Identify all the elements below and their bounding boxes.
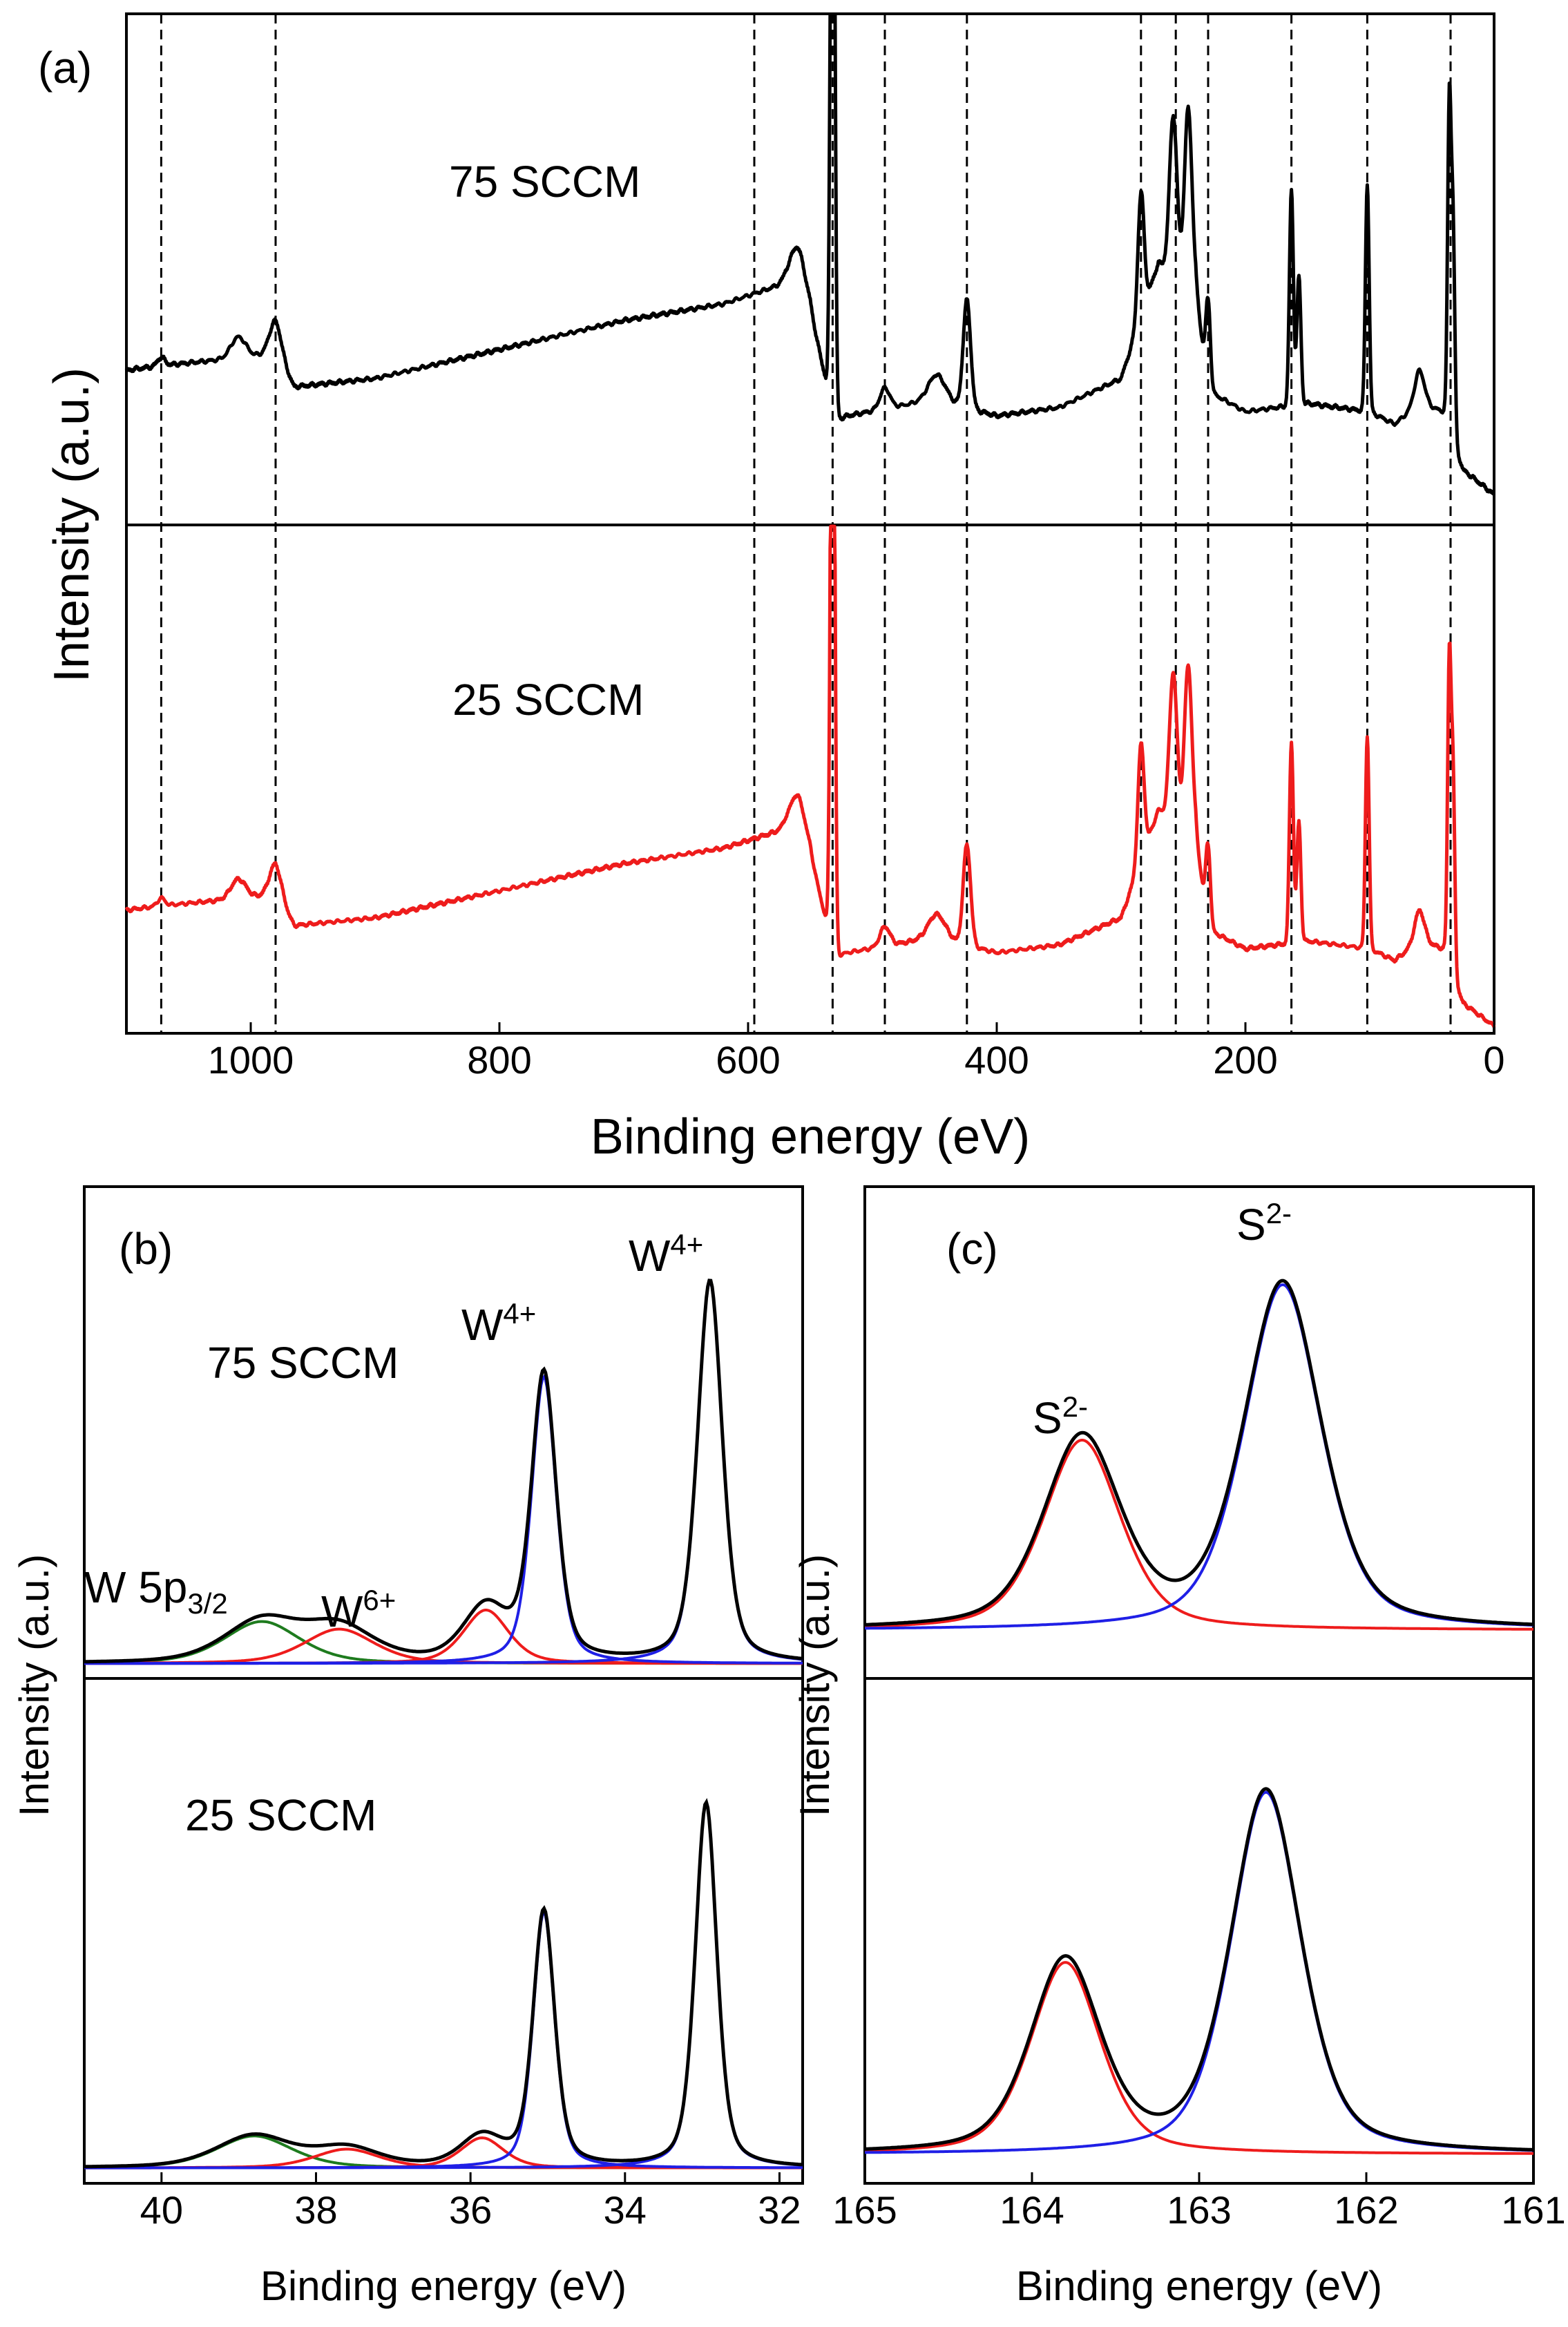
panel-c-component-1-1 [865,1790,1534,2154]
panel-c-component-0-0 [864,1439,1533,1631]
panel-b-component-1-2 [84,2136,803,2170]
panel-a-series1-label: 75 SCCM [449,157,640,207]
panel-b-tick-label: 38 [294,2188,337,2232]
annotation-w4plus-33-sup: 4+ [670,1228,703,1261]
panel-b-fit-curves [84,1279,803,2170]
panel-b: 40 38 36 34 32 (b) 75 SCCM 25 SCCM W4+ W4+ W… [11,1185,804,2309]
panel-a-tick-label: 1000 [208,1038,294,1082]
panel-a-label: (a) [38,43,92,93]
annotation-w4plus-35-base: W [461,1300,504,1350]
panel-b-tick-label: 32 [758,2188,801,2232]
annotation-w4plus-33-base: W [629,1231,671,1281]
panel-b-tick-label: 40 [140,2188,183,2232]
panel-b-x-axis-title: Binding energy (eV) [260,2263,627,2309]
annotation-w4plus-33: W4+ [629,1228,703,1281]
panel-c: 165 164 163 162 161 (c) S2- S2- Intensity (a… [792,1185,1566,2309]
panel-b-bottom-label: 25 SCCM [185,1790,376,1840]
panel-b-component-0-0 [84,1620,803,1665]
panel-a-y-axis-title: Intensity (a.u.) [44,367,99,682]
annotation-w4plus-35-sup: 4+ [503,1297,536,1330]
annotation-s2minus-red-sup: 2- [1062,1390,1088,1423]
panel-b-component-1-0 [84,2134,803,2170]
annotation-s2minus-red-base: S [1033,1393,1062,1443]
panel-c-tick-label: 163 [1167,2188,1231,2232]
panel-b-envelope-0 [84,1279,803,1664]
panel-a-x-axis-title: Binding energy (eV) [591,1109,1030,1165]
panel-a-tick-label: 800 [467,1038,531,1082]
panel-a-tick-label: 0 [1483,1038,1504,1082]
annotation-w6plus-base: W [321,1587,363,1636]
panel-b-component-0-3 [84,1374,803,1665]
annotation-s2minus-blue-sup: 2- [1266,1197,1292,1229]
panel-c-tick-label: 164 [1000,2188,1064,2232]
panel-a-spectra [124,13,1496,1028]
annotation-s2minus-blue-base: S [1236,1200,1266,1249]
annotation-w5p: W 5p3/2 [84,1562,228,1620]
panel-c-tick-label: 161 [1501,2188,1565,2232]
annotation-w5p-base: W 5p [84,1562,187,1612]
panel-a: 1000 800 600 400 200 0 (a) 75 SCCM 25 SCCM In… [38,12,1505,1165]
panel-a-tick-label: 400 [964,1038,1029,1082]
panel-b-top-label: 75 SCCM [207,1338,399,1388]
panel-b-x-ticks: 40 38 36 34 32 [140,2172,801,2232]
panel-b-label: (b) [119,1224,173,1274]
panel-a-tick-label: 200 [1213,1038,1277,1082]
panel-b-y-axis-title: Intensity (a.u.) [11,1554,57,1817]
spectrum-75-sccm [124,13,1496,496]
panel-c-label: (c) [946,1224,998,1274]
annotation-w5p-sub: 3/2 [187,1587,227,1620]
annotation-w6plus-sup: 6+ [363,1584,396,1616]
panel-b-tick-label: 36 [449,2188,492,2232]
panel-c-tick-label: 165 [832,2188,897,2232]
panel-c-x-axis-title: Binding energy (eV) [1016,2263,1382,2309]
panel-b-frame [83,1185,804,2185]
panel-c-y-axis-title: Intensity (a.u.) [792,1554,838,1817]
panel-c-x-ticks: 165 164 163 162 161 [832,2172,1566,2232]
annotation-s2minus-red: S2- [1033,1390,1088,1443]
panel-b-envelope-1 [84,1798,803,2169]
panel-a-tick-label: 600 [716,1038,780,1082]
annotation-w6plus: W6+ [321,1584,396,1636]
panel-c-envelope-1 [864,1787,1534,2152]
panel-c-envelope-0 [864,1279,1533,1627]
panel-c-frame [863,1185,1535,2185]
panel-c-component-0-1 [865,1283,1534,1630]
panel-a-x-ticks: 1000 800 600 400 200 0 [208,1022,1505,1082]
panel-c-fit-curves [864,1279,1534,2155]
panel-c-tick-label: 162 [1334,2188,1398,2232]
panel-b-tick-label: 34 [604,2188,647,2232]
panel-c-component-1-0 [864,1961,1534,2155]
spectrum-25-sccm [124,524,1496,1028]
annotation-s2minus-blue: S2- [1236,1197,1292,1249]
annotation-w4plus-35: W4+ [461,1297,536,1350]
panel-a-reference-lines [160,14,1452,1033]
panel-a-series2-label: 25 SCCM [452,675,644,725]
